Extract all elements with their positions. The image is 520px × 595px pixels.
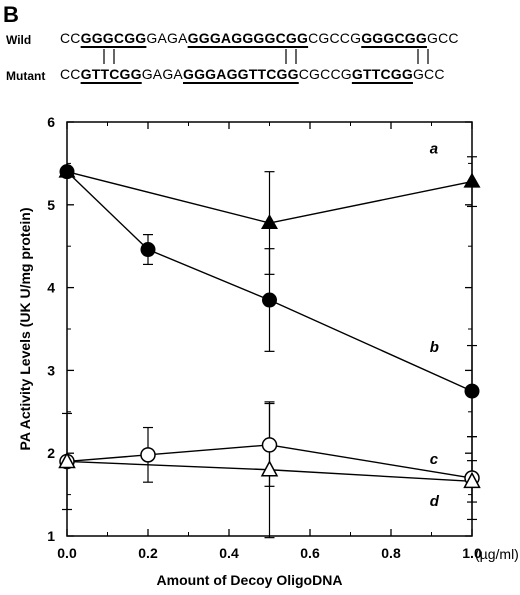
wild-sequence-segment: CC: [60, 30, 81, 46]
mutant-sequence-segment: CGCCG: [298, 66, 352, 82]
mutant-sequence-segment: CC: [60, 66, 81, 82]
wild-sequence-segment: GAGA: [146, 30, 188, 46]
x-tick-label: 0.6: [300, 545, 320, 561]
series-a-point: [463, 172, 481, 188]
y-tick-label: 2: [47, 445, 55, 461]
wild-sequence-segment: GGGCGG: [80, 30, 147, 46]
x-axis-label: Amount of Decoy OligoDNA: [157, 572, 343, 588]
mutant-sequence-segment: GTTCGG: [351, 66, 413, 82]
mutation-site-markers: [103, 49, 429, 64]
series-d-point: [463, 471, 481, 489]
series-a-label: a: [430, 140, 438, 157]
y-tick-label: 4: [47, 280, 55, 296]
wild-sequence-segment: GGGAGGGGCGG: [187, 30, 309, 46]
wild-sequence-segment: CGCCG: [308, 30, 362, 46]
series-a-point: [261, 214, 278, 230]
series-b-point: [262, 292, 277, 308]
mutant-sequence-label: Mutant: [6, 69, 46, 83]
series-b-point: [140, 242, 156, 258]
mutant-sequence-segment: GCC: [412, 66, 445, 82]
y-tick-label: 3: [47, 362, 55, 378]
series-d-label: d: [430, 493, 440, 510]
series-b-point: [59, 164, 75, 180]
mutant-sequence: CCGTTCGGGAGAGGGAGGTTCGGCGCCGGTTCGGGCC: [60, 66, 445, 82]
wild-sequence-label: Wild: [6, 33, 32, 47]
wild-sequence-segment: GCC: [426, 30, 459, 46]
series-c-point: [261, 437, 278, 453]
y-tick-label: 5: [47, 197, 55, 213]
y-tick-label: 6: [47, 114, 55, 130]
mutant-sequence-segment: GGGAGGTTCGG: [182, 66, 299, 82]
x-tick-label: 0.0: [57, 545, 77, 561]
wild-sequence-segment: GGGCGG: [361, 30, 427, 46]
y-tick-label: 1: [47, 528, 55, 544]
y-axis-label: PA Activity Levels (UK U/mg protein): [17, 208, 33, 451]
series-c-line: [66, 444, 473, 479]
series-b-label: b: [430, 339, 439, 356]
series-c-label: c: [430, 451, 439, 468]
series-b-line: [66, 171, 473, 392]
mutant-sequence-segment: GAGA: [141, 66, 183, 82]
x-unit-label: (µg/ml): [475, 546, 519, 562]
panel-label: B: [3, 2, 19, 27]
wild-sequence: CCGGGCGGGAGAGGGAGGGGCGGCGCCGGGGCGGGCC: [60, 30, 459, 46]
x-tick-label: 0.8: [381, 545, 401, 561]
series-d-point: [260, 460, 279, 477]
series-b-point: [464, 383, 480, 399]
x-tick-label: 0.2: [138, 545, 158, 561]
series-c-point: [140, 447, 156, 463]
series-d-point: [58, 451, 76, 469]
mutant-sequence-segment: GTTCGG: [80, 66, 142, 82]
x-tick-label: 1.0: [462, 545, 482, 561]
x-tick-label: 0.4: [219, 545, 239, 561]
